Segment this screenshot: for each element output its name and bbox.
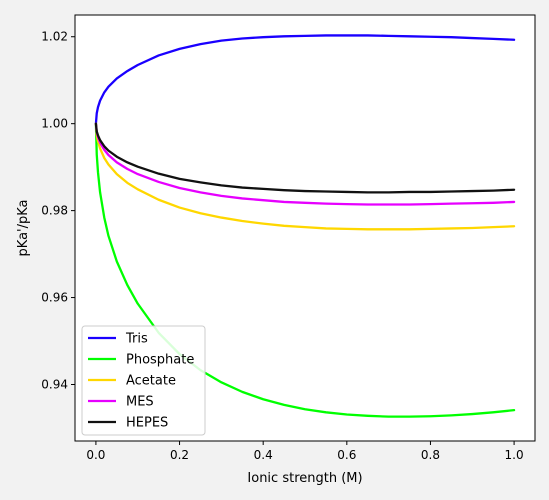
x-axis-label: Ionic strength (M) <box>247 471 362 486</box>
y-axis-label: pKa'/pKa <box>16 200 31 257</box>
x-tick-label: 0.4 <box>254 448 273 462</box>
legend-box <box>81 325 206 436</box>
x-tick-label: 0.8 <box>421 448 440 462</box>
legend-label-hepes: HEPES <box>126 416 168 431</box>
legend-label-acetate: Acetate <box>126 374 176 389</box>
x-tick-label: 0.0 <box>86 448 105 462</box>
plot-frame <box>74 14 536 442</box>
series-line-phosphate <box>94 122 516 418</box>
y-tick-label: 1.02 <box>41 30 68 44</box>
legend-label-phosphate: Phosphate <box>126 353 194 368</box>
legend: Tris Phosphate Acetate MES HEPES <box>81 325 206 436</box>
series-layer <box>94 34 516 418</box>
y-tick-label: 0.94 <box>41 377 68 391</box>
x-tick-label: 0.6 <box>337 448 356 462</box>
series-line-mes <box>94 122 516 206</box>
series-line-acetate <box>94 122 516 231</box>
series-line-tris <box>94 34 516 125</box>
x-tick-label: 0.2 <box>170 448 189 462</box>
x-axis: 0.0 0.2 0.4 0.6 0.8 1.0 <box>86 441 524 462</box>
y-tick-label: 1.00 <box>41 117 68 131</box>
y-axis: 0.94 0.96 0.98 1.00 1.02 <box>41 30 75 391</box>
legend-label-tris: Tris <box>125 332 148 347</box>
x-tick-label: 1.0 <box>505 448 524 462</box>
series-line-hepes <box>94 122 516 194</box>
y-tick-label: 0.96 <box>41 291 68 305</box>
legend-label-mes: MES <box>126 395 154 410</box>
y-tick-label: 0.98 <box>41 204 68 218</box>
